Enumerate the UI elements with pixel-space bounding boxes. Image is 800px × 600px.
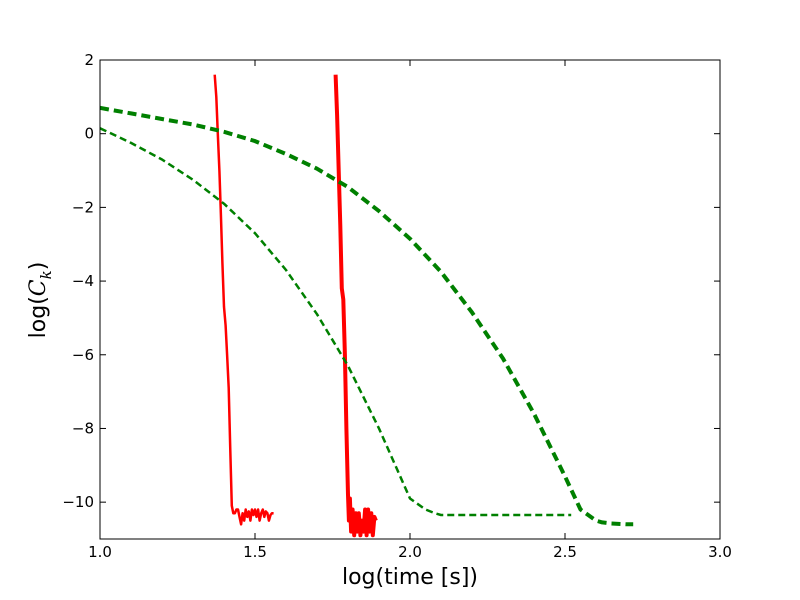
tick-layer: 1.0 1.5 2.0 2.5 3.0 2 0 −2 −4 −6 −8 −10 xyxy=(62,51,732,561)
y-tick-label: 2 xyxy=(84,51,94,69)
series-line-4 xyxy=(100,105,634,527)
y-tick-label: −2 xyxy=(72,198,94,216)
x-tick-label: 2.0 xyxy=(398,543,422,561)
y-axis-label-suffix: ) xyxy=(26,262,51,271)
y-tick-label: −10 xyxy=(62,493,94,511)
x-tick-label: 1.5 xyxy=(243,543,267,561)
series-line-1 xyxy=(213,74,274,526)
y-axis-label: log(Ck) xyxy=(26,262,55,339)
x-axis-label: log(time [s]) xyxy=(342,565,478,590)
y-axis-label-variable: C xyxy=(26,279,51,296)
x-tick-label: 1.0 xyxy=(88,543,112,561)
series-layer xyxy=(100,74,634,538)
series-line-2 xyxy=(333,74,378,538)
x-tick-label: 2.5 xyxy=(553,543,577,561)
y-tick-label: 0 xyxy=(84,125,94,143)
series-line-3 xyxy=(100,127,572,517)
y-axis-label-subscript: k xyxy=(37,270,55,279)
y-tick-label: −8 xyxy=(72,419,94,437)
plot-frame xyxy=(99,59,721,540)
y-tick-label: −6 xyxy=(72,346,94,364)
y-axis-label-prefix: log( xyxy=(26,296,51,338)
y-tick-label: −4 xyxy=(72,272,94,290)
x-tick-label: 3.0 xyxy=(708,543,732,561)
